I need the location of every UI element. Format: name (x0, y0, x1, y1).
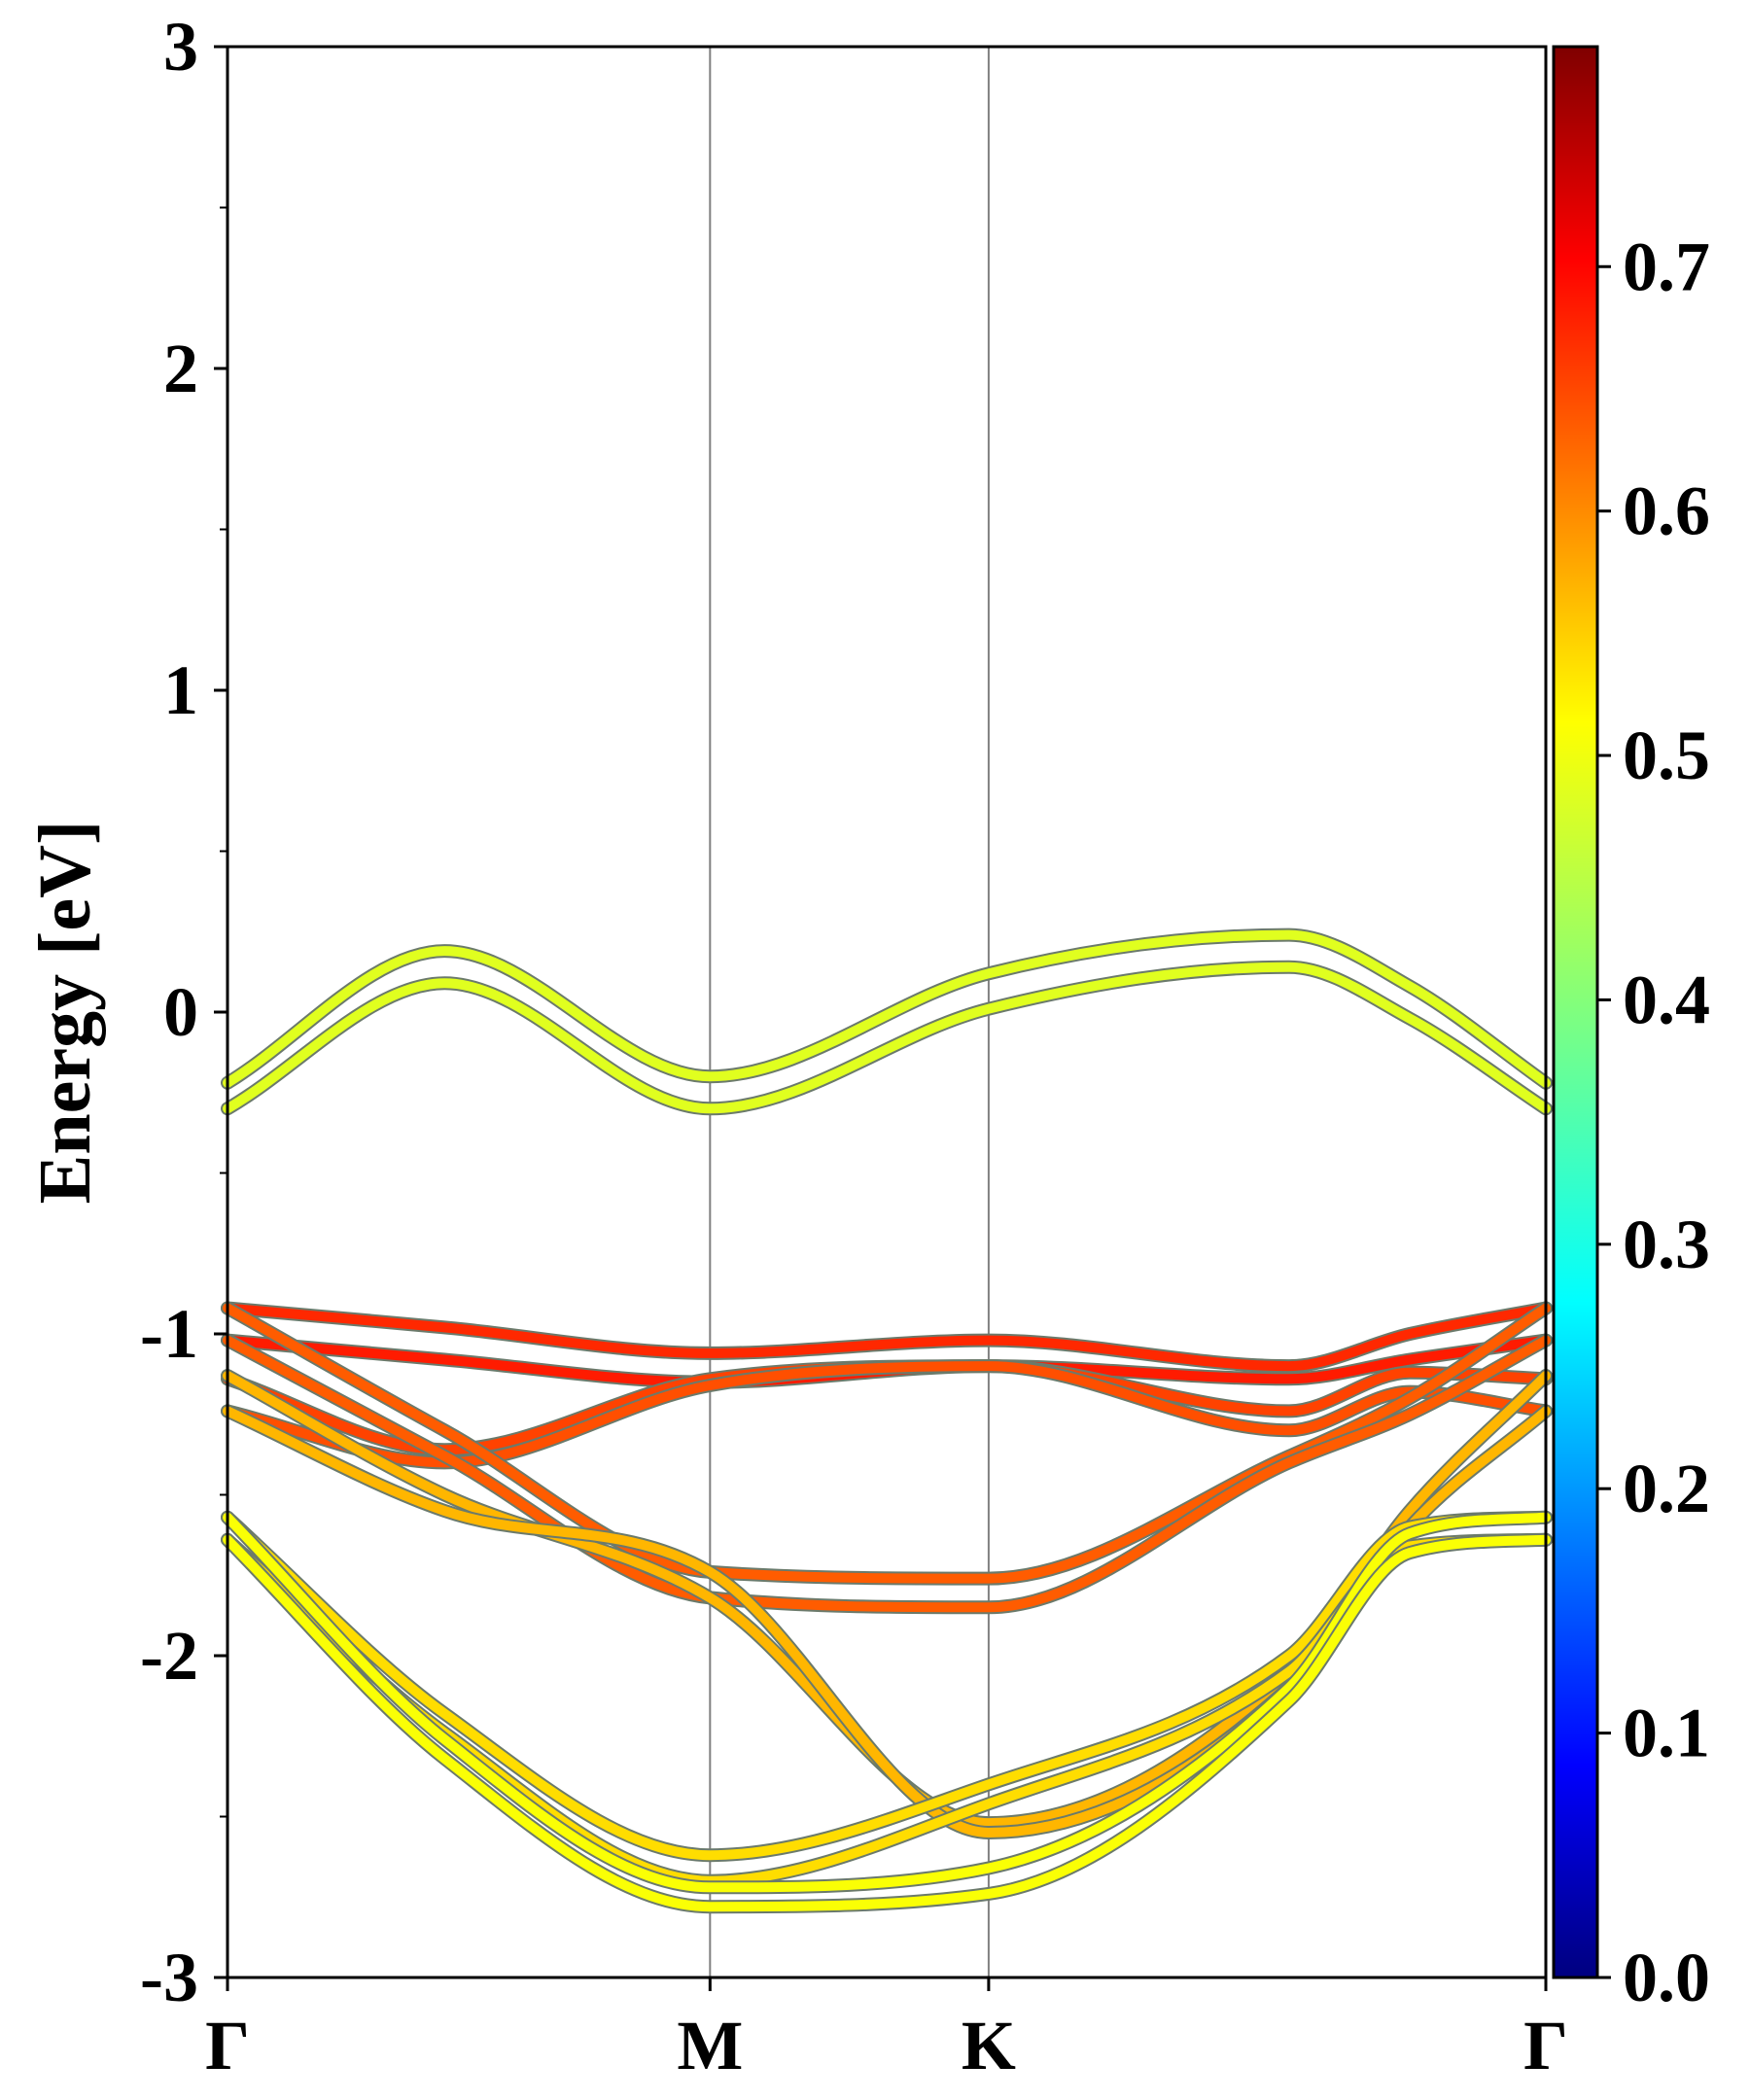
x-tick-label: K (962, 2007, 1016, 2084)
band-3 (223, 1303, 1551, 1372)
plot-area (221, 47, 1553, 1978)
colorbar-tick-label: 0.4 (1623, 961, 1710, 1038)
band-8 (223, 1335, 1551, 1613)
band-11 (223, 1512, 1551, 1861)
band-7 (223, 1303, 1551, 1584)
band-13 (223, 1512, 1551, 1893)
x-tick-label: Γ (205, 2007, 250, 2084)
y-tick-label: 3 (163, 8, 198, 86)
colorbar-frame (1552, 45, 1599, 1979)
x-tick-label: Γ (1523, 2007, 1568, 2084)
y-tick-label: 1 (163, 651, 198, 729)
x-tick-label: M (677, 2007, 743, 2084)
band-1 (223, 929, 1551, 1088)
colorbar: 0.0 0.1 0.2 0.3 0.4 0.5 0.6 0.7 (1552, 45, 1710, 2016)
y-tick-label: -3 (140, 1939, 198, 2016)
colorbar-tick-label: 0.2 (1623, 1450, 1710, 1527)
colorbar-gradient (1554, 47, 1597, 1978)
colorbar-tick-label: 0.1 (1623, 1695, 1710, 1772)
band-outline-11 (221, 1510, 1553, 1863)
y-tick-label: 0 (163, 973, 198, 1051)
y-tick-label: 2 (163, 330, 198, 407)
colorbar-tick-label: 0.5 (1623, 717, 1710, 794)
colorbar-tick-label: 0.7 (1623, 228, 1710, 305)
band-outline-8 (221, 1333, 1553, 1615)
colorbar-tick-label: 0.6 (1623, 472, 1710, 550)
band-14 (223, 1534, 1551, 1912)
band-outline-12 (221, 1532, 1553, 1888)
y-tick-label: -1 (140, 1295, 198, 1373)
band-2 (223, 962, 1551, 1114)
colorbar-tick-label: 0.0 (1623, 1939, 1710, 2016)
y-axis-label: Energy [eV] (24, 821, 106, 1205)
colorbar-tick-label: 0.3 (1623, 1206, 1710, 1283)
y-tick-label: -2 (140, 1617, 198, 1695)
